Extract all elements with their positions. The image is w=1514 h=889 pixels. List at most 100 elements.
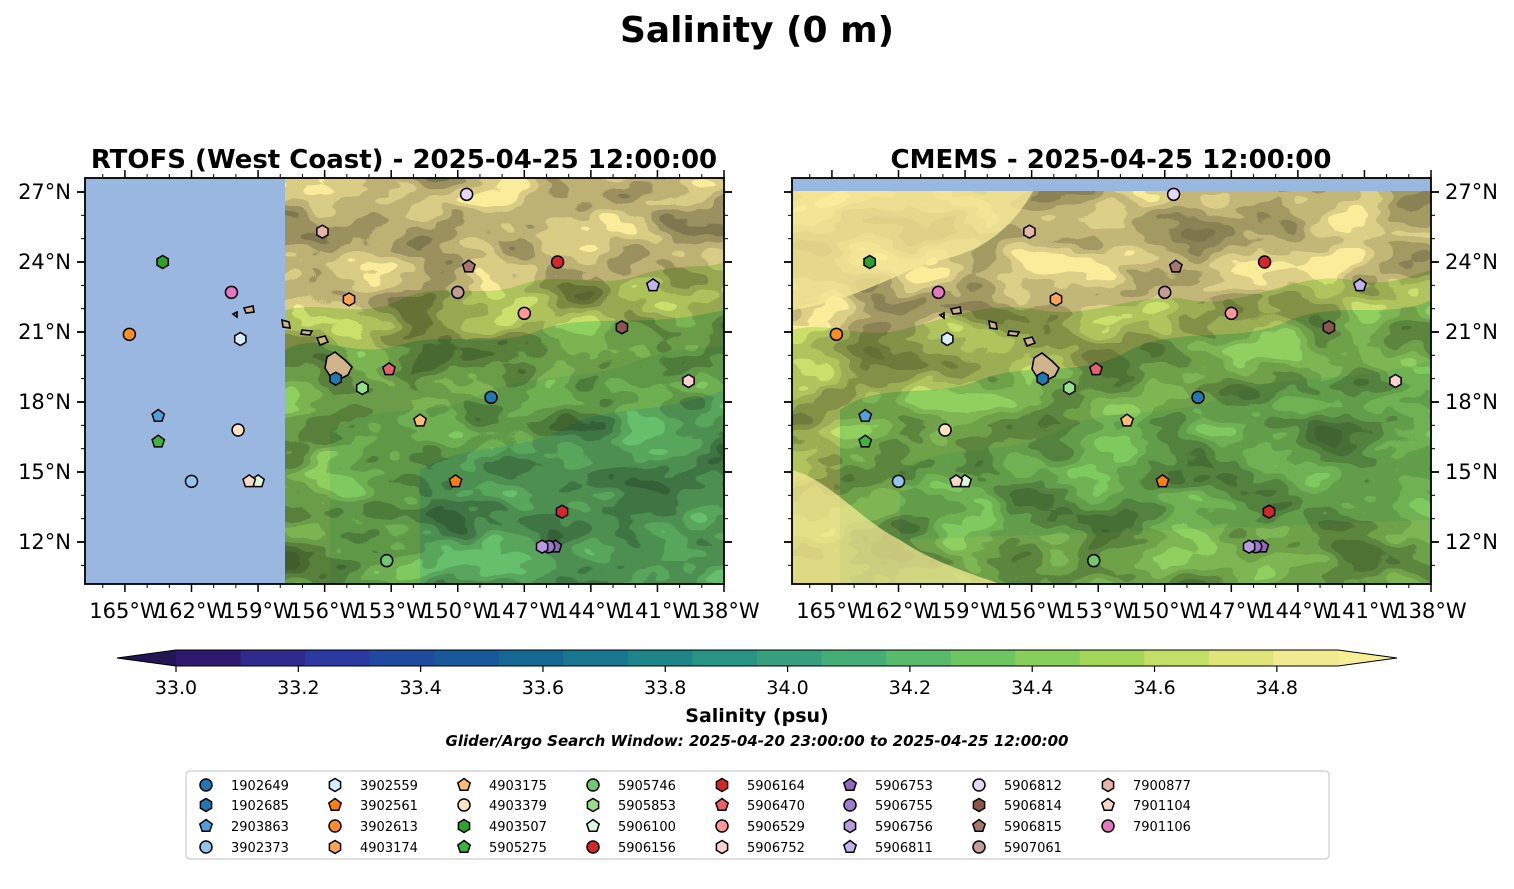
- colorbar-segment: [821, 650, 887, 666]
- colorbar-segment: [1273, 650, 1339, 666]
- float-marker-rtofs-5906815: [461, 259, 476, 273]
- float-marker-cmems-5905275: [858, 434, 873, 448]
- legend: 1902649 1902685 2903863 3902373 3902559 39025…: [198, 777, 1191, 856]
- x-tick-label: 159°W: [929, 599, 1001, 623]
- legend-marker-4903174: [328, 839, 342, 855]
- colorbar-tick-label: 33.4: [399, 677, 441, 699]
- markers-rtofs: [122, 187, 695, 568]
- colorbar-label: Salinity (psu): [685, 705, 828, 727]
- panel-title-cmems: CMEMS - 2025-04-25 12:00:00: [891, 145, 1332, 175]
- colorbar-segment: [950, 650, 1016, 666]
- legend-marker-1902649: [199, 778, 213, 792]
- legend-label-5906470: 5906470: [747, 799, 805, 814]
- colorbar-segment: [1079, 650, 1145, 666]
- float-marker-rtofs-4903174: [342, 292, 356, 307]
- float-marker-cmems-1902649: [1191, 390, 1205, 405]
- float-marker-rtofs-4903379: [231, 423, 245, 437]
- float-marker-cmems-4903379: [938, 423, 952, 437]
- x-tick-label: 147°W: [489, 599, 561, 623]
- float-marker-cmems-5907061: [1158, 285, 1172, 300]
- salinity-field-rtofs: [85, 178, 724, 584]
- x-tick-label: 138°W: [688, 599, 760, 623]
- y-tick-label: 12°N: [1445, 530, 1498, 554]
- search-window-note: Glider/Argo Search Window: 2025-04-20 23…: [446, 732, 1069, 750]
- float-marker-rtofs-7900877: [316, 224, 329, 239]
- float-marker-cmems-3902561: [1155, 473, 1170, 488]
- float-marker-rtofs-4903175: [413, 413, 428, 427]
- colorbar-tick-label: 34.6: [1133, 677, 1175, 699]
- float-marker-cmems-5906814: [1322, 320, 1336, 335]
- legend-marker-5906753: [842, 777, 858, 791]
- legend-label-3902559: 3902559: [360, 779, 418, 794]
- cmems-no-data-region: [792, 178, 1431, 191]
- panel-cmems: CMEMS - 2025-04-25 12:00:00 165°W162°W15…: [784, 145, 1498, 623]
- colorbar-segment: [692, 650, 758, 666]
- y-tick-label: 15°N: [1445, 460, 1498, 484]
- x-tick-label: 147°W: [1196, 599, 1268, 623]
- float-marker-rtofs-1902685: [329, 371, 343, 386]
- float-marker-cmems-4903175: [1120, 413, 1135, 427]
- legend-label-5906815: 5906815: [1004, 820, 1062, 835]
- legend-marker-5907061: [972, 840, 986, 854]
- legend-label-4903507: 4903507: [489, 820, 547, 835]
- float-marker-rtofs-3902613: [122, 327, 137, 342]
- float-marker-rtofs-5906756: [535, 539, 549, 554]
- legend-label-7900877: 7900877: [1133, 779, 1191, 794]
- colorbar-tick-label: 33.8: [644, 677, 686, 699]
- legend-label-5907061: 5907061: [1004, 841, 1062, 856]
- legend-label-5905275: 5905275: [489, 841, 547, 856]
- legend-label-1902649: 1902649: [231, 779, 289, 794]
- legend-label-3902373: 3902373: [231, 841, 289, 856]
- float-marker-rtofs-5905275: [151, 434, 166, 448]
- legend-label-5906164: 5906164: [747, 779, 805, 794]
- x-tick-label: 156°W: [996, 599, 1068, 623]
- legend-marker-3902613: [328, 819, 342, 833]
- colorbar-tick-label: 33.2: [277, 677, 319, 699]
- legend-marker-5906756: [843, 818, 857, 834]
- float-marker-rtofs-5907061: [451, 285, 465, 300]
- float-marker-cmems-3902559: [940, 331, 954, 347]
- x-tick-label: 153°W: [356, 599, 428, 623]
- legend-marker-5906752: [715, 839, 729, 855]
- float-marker-cmems-2903863: [858, 408, 873, 422]
- legend-label-5906812: 5906812: [1004, 779, 1062, 794]
- legend-marker-5906812: [972, 778, 986, 792]
- legend-marker-1902685: [199, 797, 213, 813]
- legend-label-5906811: 5906811: [875, 841, 933, 856]
- legend-label-5905853: 5905853: [618, 799, 676, 814]
- legend-marker-5906470: [714, 797, 730, 811]
- float-marker-cmems-7900877: [1023, 224, 1036, 239]
- x-tick-label: 159°W: [222, 599, 294, 623]
- colorbar-segment: [563, 650, 629, 666]
- figure-title: Salinity (0 m): [620, 10, 894, 51]
- legend-marker-5906814: [972, 797, 986, 813]
- float-marker-cmems-5906756: [1242, 539, 1256, 554]
- x-tick-label: 165°W: [89, 599, 161, 623]
- legend-marker-2903863: [198, 818, 214, 832]
- legend-marker-3902561: [327, 797, 343, 811]
- float-marker-rtofs-5906470: [381, 361, 396, 376]
- legend-label-5905746: 5905746: [618, 779, 676, 794]
- legend-marker-5906529: [715, 819, 729, 833]
- y-tick-label: 24°N: [18, 250, 71, 274]
- legend-label-5906752: 5906752: [747, 841, 805, 856]
- float-marker-rtofs-3902373: [184, 474, 199, 489]
- colorbar-segment: [369, 650, 435, 666]
- float-marker-rtofs-2903863: [151, 408, 166, 422]
- legend-marker-7901104: [1100, 797, 1116, 811]
- float-marker-cmems-5906812: [1166, 187, 1181, 202]
- y-tick-label: 21°N: [1445, 320, 1498, 344]
- float-marker-rtofs-5905746: [380, 553, 394, 568]
- float-marker-rtofs-7901106: [224, 285, 239, 300]
- float-marker-cmems-5906815: [1168, 259, 1183, 273]
- float-marker-rtofs-5906812: [459, 187, 474, 202]
- legend-marker-5906100: [585, 818, 601, 832]
- float-marker-cmems-4903174: [1049, 292, 1063, 307]
- legend-label-7901106: 7901106: [1133, 820, 1191, 835]
- colorbar-segment: [305, 650, 371, 666]
- legend-marker-5905746: [586, 778, 600, 792]
- legend-marker-5905853: [586, 797, 600, 813]
- y-tick-label: 21°N: [18, 320, 71, 344]
- float-marker-cmems-5906164: [1262, 504, 1276, 519]
